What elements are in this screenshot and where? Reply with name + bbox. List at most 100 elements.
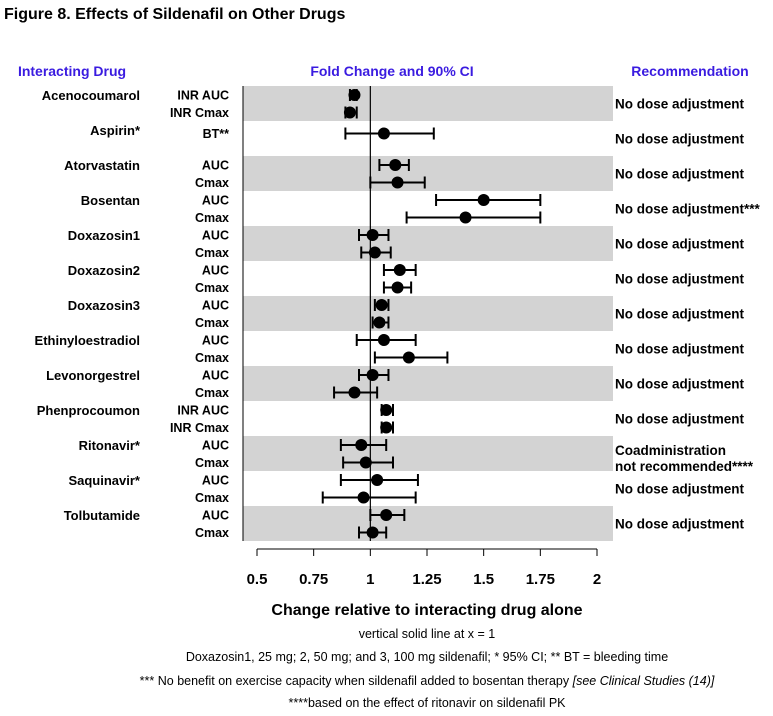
footnotes: vertical solid line at x = 1 Doxazosin1, … [140,627,715,710]
measure-label: INR Cmax [170,106,229,120]
drug-label: Doxazosin3 [68,298,140,313]
point-estimate [368,246,381,259]
measure-label: Cmax [195,316,229,330]
measure-label: Cmax [195,386,229,400]
drug-label: Atorvastatin [64,158,140,173]
measure-label: BT** [203,127,230,141]
point-estimate [343,106,356,119]
x-tick-label: 1 [366,571,374,588]
point-estimate [371,474,384,486]
recommendation-label: No dose adjustment [615,272,745,287]
row-band [243,226,613,261]
point-estimate [348,386,361,399]
recommendation-label: No dose adjustment [615,167,745,182]
point-estimate [373,316,386,329]
recommendation-label: No dose adjustment [615,412,745,427]
point-estimate [377,334,390,346]
point-estimate [393,264,406,276]
point-estimate [380,509,393,521]
point-estimate [380,404,393,416]
drug-label: Phenprocoumon [37,403,140,418]
measure-label: Cmax [195,526,229,540]
drug-label: Ethinyloestradiol [35,333,140,348]
recommendation-label: No dose adjustment [615,97,745,112]
footnote: Doxazosin1, 25 mg; 2, 50 mg; and 3, 100 … [186,650,668,664]
measure-label: AUC [202,439,229,453]
drug-label: Doxazosin2 [68,263,140,278]
drug-label: Tolbutamide [64,508,140,523]
drug-label: Levonorgestrel [46,368,140,383]
footnote: ****based on the effect of ritonavir on … [288,696,566,710]
recommendation-label: No dose adjustment*** [615,202,761,217]
row-labels: Acenocoumarol No dose adjustment INR AUC IN… [35,88,761,540]
footnote-text: *** No benefit on exercise capacity when… [140,674,573,688]
drug-label: Bosentan [81,193,140,208]
point-estimate [355,439,368,451]
measure-label: AUC [202,369,229,383]
recommendation-label: No dose adjustment [615,307,745,322]
measure-label: Cmax [195,246,229,260]
row-band [243,296,613,331]
recommendation-line: Coadministration [615,443,726,458]
recommendation-label: No dose adjustment [615,132,745,147]
footnote: *** No benefit on exercise capacity when… [140,674,715,688]
measure-label: Cmax [195,456,229,470]
drug-label: Aspirin* [90,123,141,138]
measure-label: AUC [202,159,229,173]
drug-label: Acenocoumarol [42,88,140,103]
axes: 0.5 0.75 1 1.25 1.5 1.75 2 [242,86,601,588]
footnote-reference: [see Clinical Studies (14)] [572,674,715,688]
measure-label: Cmax [195,281,229,295]
row-band [243,366,613,401]
data-marks [321,89,542,539]
point-estimate [375,299,388,311]
x-tick-label: 1.5 [473,571,494,588]
point-estimate [391,176,404,189]
measure-label: INR Cmax [170,421,229,435]
measure-label: Cmax [195,176,229,190]
header-recommendation: Recommendation [631,63,748,79]
recommendation-label: No dose adjustment [615,377,745,392]
measure-label: INR AUC [177,404,229,418]
recommendation-label: No dose adjustment [615,482,745,497]
measure-label: AUC [202,194,229,208]
measure-label: AUC [202,474,229,488]
row-bands [243,86,613,541]
point-estimate [391,281,404,294]
point-estimate [380,421,393,434]
measure-label: Cmax [195,211,229,225]
recommendation-label: No dose adjustment [615,517,745,532]
header-interacting-drug: Interacting Drug [18,63,126,79]
measure-label: AUC [202,334,229,348]
drug-label: Doxazosin1 [68,228,140,243]
recommendation-label: No dose adjustment [615,342,745,357]
point-estimate [366,526,379,539]
measure-label: AUC [202,299,229,313]
x-tick-label: 0.5 [247,571,268,588]
x-tick-label: 2 [593,571,601,588]
measure-label: AUC [202,229,229,243]
drug-label: Saquinavir* [68,473,140,488]
figure-title: Figure 8. Effects of Sildenafil on Other… [4,6,346,23]
x-axis-label: Change relative to interacting drug alon… [271,602,582,619]
point-estimate [459,211,472,224]
point-estimate [389,159,402,171]
recommendation-label: Coadministration not recommended**** [615,443,754,474]
point-estimate [357,491,370,504]
point-estimate [359,456,372,469]
row-band [243,156,613,191]
measure-label: AUC [202,509,229,523]
point-estimate [348,89,361,101]
measure-label: Cmax [195,491,229,505]
recommendation-line: not recommended**** [615,459,754,474]
point-estimate [477,194,490,206]
x-tick-label: 1.25 [412,571,441,588]
row-band [243,86,613,121]
point-estimate [377,127,390,140]
x-tick-label: 1.75 [526,571,555,588]
measure-label: AUC [202,264,229,278]
row-band [243,436,613,471]
x-tick-label: 0.75 [299,571,328,588]
footnote: vertical solid line at x = 1 [359,627,496,641]
